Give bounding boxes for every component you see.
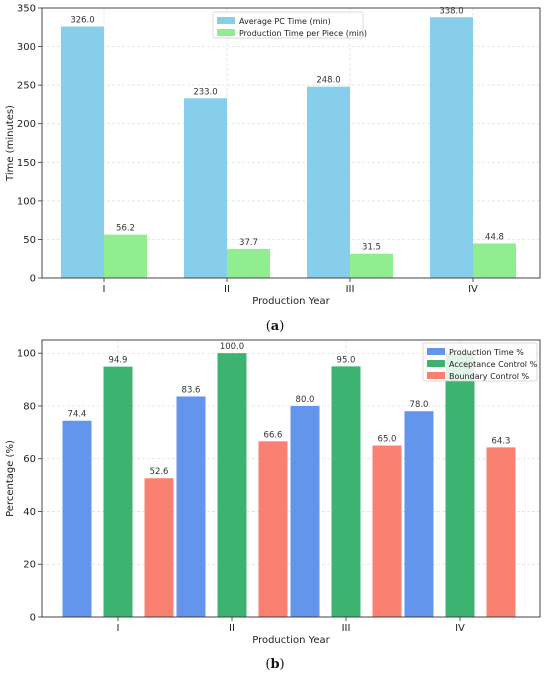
bar: [473, 243, 516, 278]
plot-frame: [41, 7, 541, 279]
bar: [350, 253, 393, 278]
legend-swatch: [427, 348, 445, 355]
data-label: 326.0: [70, 16, 94, 26]
panel-caption: (b): [265, 657, 284, 672]
caption-paren-open: (: [266, 319, 271, 334]
legend-swatch: [427, 360, 445, 367]
legend-label: Boundary Control %: [449, 372, 530, 381]
y-tick-label: 20: [23, 560, 36, 571]
caption-paren-close: ): [279, 319, 284, 334]
x-tick-label: III: [342, 623, 351, 634]
y-tick-label: 100: [17, 196, 36, 207]
legend-swatch: [217, 17, 235, 24]
bar: [104, 234, 147, 278]
y-tick-label: 60: [23, 454, 36, 465]
data-label: 233.0: [193, 87, 217, 97]
legend-label: Production Time %: [449, 348, 524, 357]
x-tick-label: II: [224, 284, 230, 295]
x-tick-label: III: [346, 284, 355, 295]
y-tick-label: 100: [17, 349, 36, 360]
y-tick-label: 250: [17, 81, 36, 92]
bar: [217, 353, 247, 617]
caption-paren-close: ): [280, 657, 285, 672]
bar: [372, 445, 402, 617]
bar: [62, 420, 92, 617]
bar: [430, 17, 473, 279]
data-label: 31.5: [362, 243, 381, 253]
data-label: 56.2: [116, 224, 135, 234]
data-label: 74.4: [68, 410, 87, 420]
y-tick-label: 0: [30, 613, 36, 624]
legend-box: [422, 342, 538, 382]
data-label: 78.0: [410, 400, 429, 410]
y-axis-label: Time (minutes): [5, 105, 16, 182]
plot-frame: [41, 339, 541, 618]
caption-paren-open: (: [265, 657, 270, 672]
bar: [331, 366, 361, 617]
y-axis-label: Percentage (%): [5, 440, 16, 517]
data-label: 64.3: [492, 436, 511, 446]
data-label: 248.0: [316, 76, 340, 86]
chart-a: 0 50 100 150 200 250 300 350 326.0 233.0 248.0 338.…: [5, 4, 541, 334]
bar: [404, 411, 434, 617]
panel-caption: (a): [266, 319, 285, 334]
data-label: 338.0: [439, 6, 463, 16]
y-tick-label: 350: [17, 4, 36, 15]
y-tick-label: 300: [17, 42, 36, 53]
bar: [307, 86, 350, 278]
x-axis-label: Production Year: [252, 296, 330, 307]
bar: [184, 98, 227, 278]
data-label: 94.9: [109, 356, 128, 366]
bar: [486, 447, 516, 617]
legend-box: [212, 11, 364, 39]
data-label: 37.7: [239, 238, 258, 248]
bar: [227, 248, 270, 278]
x-tick-label: I: [103, 284, 106, 295]
y-tick-label: 80: [23, 401, 36, 412]
x-tick-label: II: [229, 623, 235, 634]
caption-letter: b: [270, 657, 279, 672]
data-label: 83.6: [182, 385, 201, 395]
y-tick-label: 150: [17, 158, 36, 169]
caption-letter: a: [271, 319, 280, 334]
x-tick-label: I: [117, 623, 120, 634]
x-tick-label: IV: [455, 623, 465, 634]
data-label: 52.6: [150, 467, 169, 477]
x-tick-label: IV: [468, 284, 478, 295]
y-tick-label: 0: [30, 274, 36, 285]
legend-label: Average PC Time (min): [239, 17, 331, 26]
legend-label: Production Time per Piece (min): [239, 29, 367, 38]
legend-swatch: [427, 372, 445, 379]
bar: [290, 405, 320, 617]
bar: [445, 353, 475, 617]
x-axis-label: Production Year: [252, 635, 330, 646]
bar: [61, 26, 104, 279]
data-label: 66.6: [264, 430, 283, 440]
data-label: 44.8: [485, 232, 504, 242]
bar: [103, 366, 133, 617]
y-tick-label: 200: [17, 119, 36, 130]
data-label: 80.0: [296, 395, 315, 405]
legend-swatch: [217, 29, 235, 36]
y-tick-label: 50: [23, 235, 36, 246]
bar: [258, 441, 288, 617]
bar: [176, 396, 206, 617]
bar: [144, 478, 174, 617]
data-label: 95.0: [337, 355, 356, 365]
data-label: 65.0: [378, 435, 397, 445]
data-label: 100.0: [220, 342, 244, 352]
chart-b: 0 20 40 60 80 100 74.4 83.6 80.0 78.0 94.9 100.0 95.…: [5, 339, 541, 672]
legend-label: Acceptance Control %: [449, 360, 538, 369]
y-tick-label: 40: [23, 507, 36, 518]
